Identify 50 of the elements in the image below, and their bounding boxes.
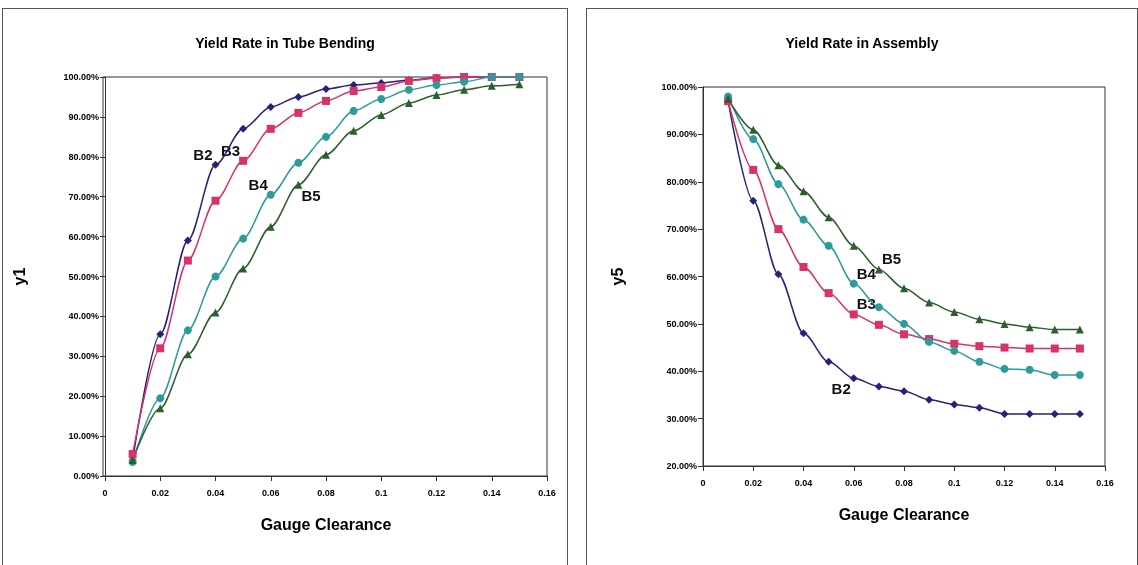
x-tick-label: 0.16 — [1096, 477, 1114, 488]
y-tick-label: 70.00% — [68, 191, 99, 202]
y-axis-title: y1 — [10, 267, 28, 286]
chart-title: Yield Rate in Tube Bending — [195, 35, 375, 51]
y-tick-label: 100.00% — [63, 72, 99, 82]
annotation: B4 — [248, 175, 269, 193]
x-tick-label: 0.14 — [482, 487, 501, 498]
chart-title: Yield Rate in Assembly — [785, 35, 939, 51]
x-tick-label: 0.02 — [151, 487, 170, 498]
x-tick-label: 0.06 — [261, 487, 280, 498]
x-tick-label: 0.16 — [538, 487, 556, 498]
y-tick-label: 90.00% — [666, 129, 697, 140]
x-tick-label: 0.08 — [317, 487, 335, 498]
annotation: B5 — [301, 186, 321, 204]
y-tick-label: 50.00% — [666, 318, 697, 329]
x-tick-label: 0.12 — [995, 477, 1014, 488]
annotation: B4 — [856, 264, 877, 282]
y-tick-label: 100.00% — [661, 82, 697, 92]
x-tick-label: 0.04 — [794, 477, 813, 488]
annotation: B2 — [831, 380, 851, 398]
annotation: B5 — [881, 250, 902, 268]
x-tick-label: 0.02 — [744, 477, 763, 488]
x-tick-label: 0.06 — [844, 477, 863, 488]
x-tick-label: 0.14 — [1045, 477, 1064, 488]
x-tick-label: 0 — [102, 487, 108, 498]
y-axis-title: y5 — [608, 267, 626, 286]
x-tick-label: 0.08 — [895, 477, 913, 488]
x-tick-label: 0.12 — [427, 487, 446, 498]
y-tick-label: 20.00% — [666, 461, 697, 471]
y-tick-label: 80.00% — [68, 151, 99, 162]
x-tick-label: 0.04 — [206, 487, 225, 498]
x-tick-label: 0 — [700, 477, 706, 488]
y-tick-label: 80.00% — [666, 176, 697, 187]
y-tick-label: 30.00% — [666, 413, 697, 424]
y-tick-label: 30.00% — [68, 351, 99, 362]
y-tick-label: 70.00% — [666, 224, 697, 235]
annotation: B2 — [193, 145, 213, 163]
x-axis-title: Gauge Clearance — [260, 515, 392, 533]
y-tick-label: 60.00% — [68, 231, 99, 242]
y-tick-label: 0.00% — [73, 471, 99, 481]
y-tick-label: 10.00% — [68, 431, 99, 442]
x-tick-label: 0.1 — [947, 477, 961, 488]
y-tick-label: 20.00% — [68, 391, 99, 402]
y-tick-label: 90.00% — [68, 111, 99, 122]
x-axis-title: Gauge Clearance — [838, 505, 970, 523]
y-tick-label: 40.00% — [666, 366, 697, 377]
x-tick-label: 0.1 — [374, 487, 388, 498]
y-tick-label: 60.00% — [666, 271, 697, 282]
y-tick-label: 40.00% — [68, 311, 99, 322]
y-tick-label: 50.00% — [68, 271, 99, 282]
